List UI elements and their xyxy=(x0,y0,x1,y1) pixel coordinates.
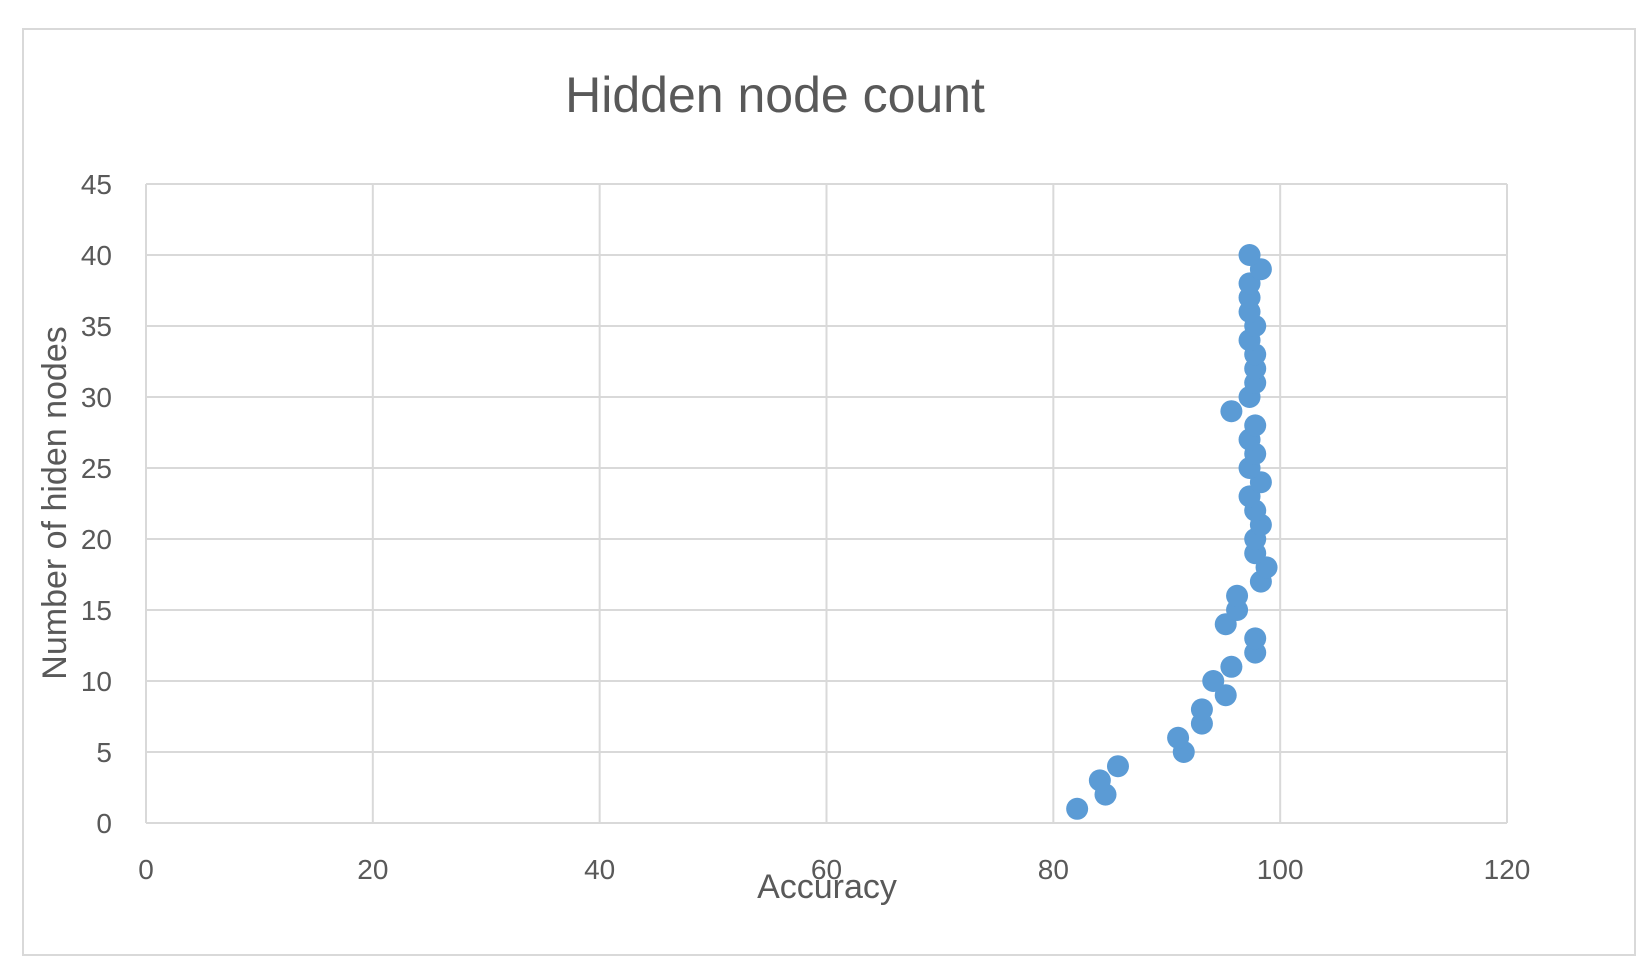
chart-title: Hidden node count xyxy=(565,67,985,123)
x-tick-label: 20 xyxy=(357,854,388,885)
x-tick-label: 80 xyxy=(1038,854,1069,885)
data-point xyxy=(1088,769,1111,792)
y-tick-labels: 0 5 10 15 20 25 30 35 40 45 xyxy=(81,169,112,839)
y-tick-label: 35 xyxy=(81,311,112,342)
x-tick-label: 40 xyxy=(584,854,615,885)
x-tick-labels: 0 20 40 60 80 100 120 xyxy=(138,854,1530,885)
y-tick-label: 5 xyxy=(96,737,112,768)
y-tick-label: 20 xyxy=(81,524,112,555)
data-point xyxy=(1190,698,1213,721)
data-point xyxy=(1066,797,1089,820)
data-point xyxy=(1167,726,1190,749)
data-point xyxy=(1214,684,1237,707)
data-point xyxy=(1226,584,1249,607)
x-axis-title: Accuracy xyxy=(757,868,897,906)
y-tick-label: 40 xyxy=(81,240,112,271)
x-tick-label: 120 xyxy=(1484,854,1531,885)
x-tick-label: 100 xyxy=(1257,854,1304,885)
data-point xyxy=(1220,400,1243,423)
data-point xyxy=(1202,670,1225,692)
axes xyxy=(145,184,1507,824)
data-point xyxy=(1220,655,1243,678)
y-tick-label: 25 xyxy=(81,453,112,484)
y-axis-title: Number of hiden nodes xyxy=(36,326,74,679)
data-point xyxy=(1244,627,1267,650)
data-point xyxy=(1238,244,1261,266)
gridlines xyxy=(146,183,1508,823)
y-tick-label: 30 xyxy=(81,382,112,413)
y-tick-label: 10 xyxy=(81,666,112,697)
y-tick-label: 0 xyxy=(96,808,112,839)
x-tick-label: 60 xyxy=(811,854,842,885)
data-point xyxy=(1244,414,1267,437)
data-point xyxy=(1106,755,1129,778)
y-tick-label: 45 xyxy=(81,169,112,200)
chart-frame xyxy=(22,28,1636,956)
y-tick-label: 15 xyxy=(81,595,112,626)
data-points xyxy=(1066,244,1278,820)
x-tick-label: 0 xyxy=(138,854,154,885)
